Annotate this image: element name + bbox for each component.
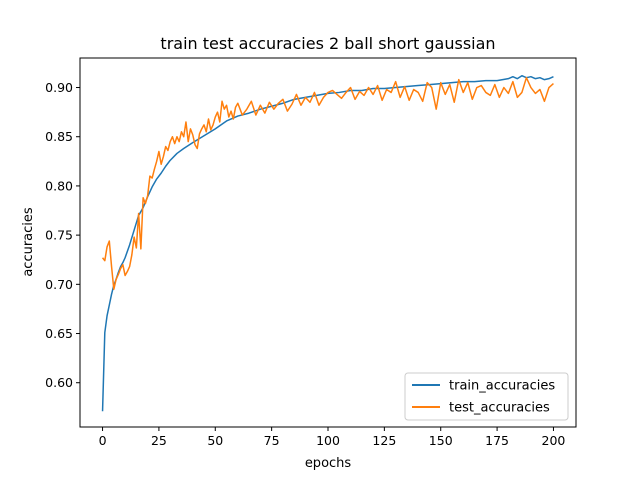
legend: train_accuracies test_accuracies: [404, 372, 569, 421]
legend-box: [404, 372, 569, 421]
y-tick-label: 0.75: [45, 228, 73, 243]
series-layer: [101, 74, 554, 412]
x-tick-label: 125: [372, 433, 396, 448]
legend-label-test: test_accuracies: [449, 401, 550, 416]
y-tick-label: 0.85: [45, 129, 73, 144]
x-tick-label: 175: [485, 433, 509, 448]
x-tick-label: 200: [542, 433, 566, 448]
y-axis-ticks: 0.60 0.65 0.70 0.75 0.80 0.85 0.90: [45, 80, 80, 390]
x-tick-label: 75: [264, 433, 280, 448]
series-line-test-accuracies: [101, 76, 554, 290]
y-axis-label: accuracies: [21, 207, 36, 277]
x-axis-label: epochs: [305, 456, 352, 471]
x-tick-label: 0: [99, 433, 107, 448]
legend-label-train: train_accuracies: [449, 379, 555, 394]
x-axis-ticks: 0 25 50 75 100 125 150 175 200: [99, 427, 566, 448]
x-tick-label: 50: [207, 433, 223, 448]
x-tick-label: 25: [151, 433, 167, 448]
y-tick-label: 0.65: [45, 326, 73, 341]
y-tick-label: 0.90: [45, 80, 73, 95]
x-tick-label: 100: [316, 433, 340, 448]
y-tick-label: 0.80: [45, 178, 73, 193]
y-tick-label: 0.60: [45, 375, 73, 390]
y-tick-label: 0.70: [45, 277, 73, 292]
chart-title: train test accuracies 2 ball short gauss…: [160, 34, 495, 53]
x-tick-label: 150: [429, 433, 453, 448]
